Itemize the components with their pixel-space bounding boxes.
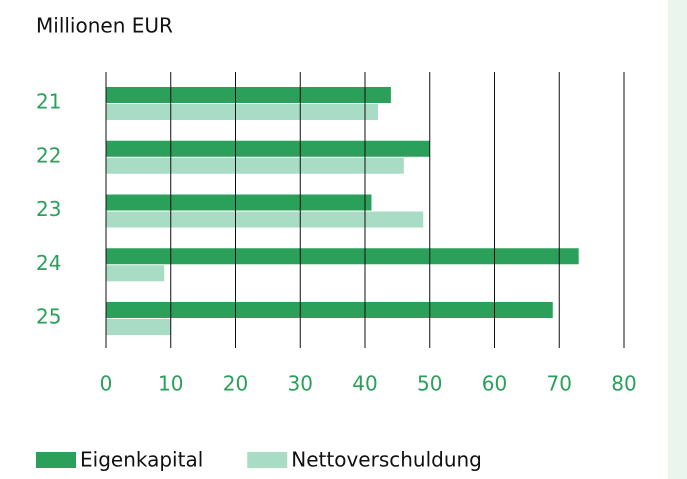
x-tick-label: 30 [288, 372, 313, 396]
bar [106, 104, 378, 120]
bar [106, 194, 372, 211]
bar [106, 248, 579, 265]
chart-title: Millionen EUR [36, 14, 173, 38]
bar [106, 319, 171, 335]
bar [106, 302, 553, 318]
y-tick-label: 24 [36, 251, 61, 275]
legend-swatch [36, 452, 76, 468]
bar [106, 87, 391, 103]
x-tick-label: 20 [223, 372, 248, 396]
x-tick-label: 60 [482, 372, 507, 396]
bar [106, 157, 404, 174]
bar [106, 140, 430, 157]
x-tick-label: 70 [547, 372, 572, 396]
bar [106, 265, 165, 282]
x-tick-label: 0 [100, 372, 113, 396]
legend-label: Eigenkapital [80, 448, 203, 472]
side-panel [668, 0, 687, 479]
x-tick-label: 40 [352, 372, 377, 396]
legend-swatch [247, 452, 288, 468]
x-tick-label: 10 [158, 372, 183, 396]
legend-label: Nettoverschuldung [291, 448, 482, 472]
y-tick-label: 21 [36, 90, 61, 114]
x-tick-label: 80 [611, 372, 636, 396]
y-tick-label: 23 [36, 197, 61, 221]
x-tick-label: 50 [417, 372, 442, 396]
y-tick-label: 22 [36, 143, 61, 167]
bar [106, 211, 424, 228]
y-tick-label: 25 [36, 305, 61, 329]
